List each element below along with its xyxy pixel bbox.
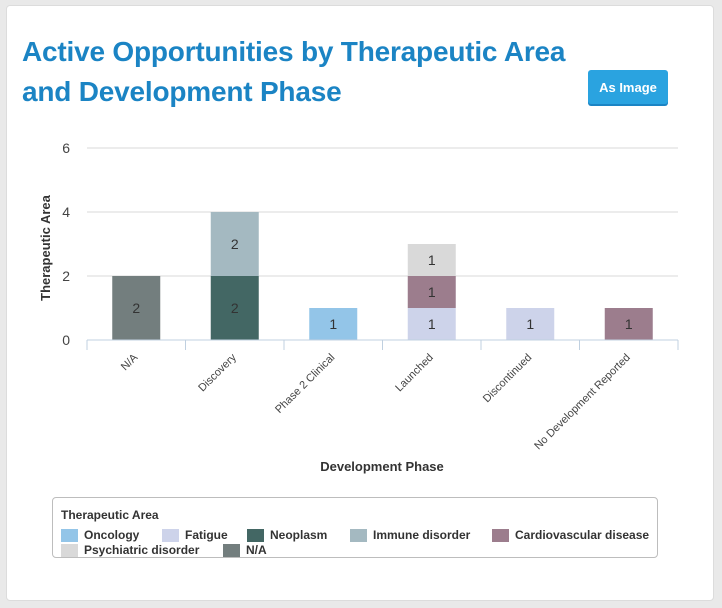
x-tick-label: Phase 2 Clinical (273, 352, 337, 416)
legend-swatch (162, 528, 179, 542)
bar-segment[interactable] (604, 308, 653, 340)
export-as-image-button[interactable]: As Image (588, 70, 668, 104)
data-label: 2 (231, 300, 239, 316)
y-tick-label: 4 (62, 204, 70, 220)
x-tick-label: Launched (393, 352, 436, 395)
page-title: Active Opportunities by Therapeutic Area… (22, 36, 566, 107)
legend-title: Therapeutic Area (61, 508, 159, 522)
data-label: 1 (428, 252, 436, 268)
y-axis-title: Therapeutic Area (38, 194, 53, 300)
legend-label: Psychiatric disorder (84, 543, 200, 557)
legend-swatch (492, 528, 509, 542)
legend-label: Cardiovascular disease (515, 528, 650, 542)
data-label: 2 (132, 300, 140, 316)
y-tick-label: 2 (62, 268, 70, 284)
legend-label: N/A (246, 543, 267, 557)
bar-segment[interactable] (210, 212, 259, 276)
legend-item[interactable]: Cardiovascular disease (492, 528, 649, 542)
data-label: 1 (428, 284, 436, 300)
data-label: 2 (231, 236, 239, 252)
bar-segment[interactable] (506, 308, 555, 340)
legend-label: Immune disorder (373, 528, 471, 542)
data-label: 1 (526, 316, 534, 332)
bar-segment[interactable] (210, 276, 259, 340)
x-tick-label: Discovery (196, 351, 239, 394)
legend-item[interactable]: Neoplasm (247, 528, 327, 542)
legend-swatch (247, 528, 264, 542)
y-tick-label: 6 (62, 140, 70, 156)
legend-item[interactable]: Psychiatric disorder (61, 543, 199, 557)
x-tick-label: Discontinued (481, 352, 534, 405)
legend: Therapeutic Area Oncology Fatigue Neoplasm… (52, 497, 658, 558)
legend-swatch (61, 528, 78, 542)
legend-item[interactable]: Fatigue (162, 528, 228, 542)
data-label: 1 (428, 316, 436, 332)
legend-swatch (350, 528, 367, 542)
legend-item[interactable]: N/A (223, 543, 267, 557)
bar-segment[interactable] (309, 308, 358, 340)
x-tick-label: N/A (119, 351, 141, 373)
bar-segment[interactable] (407, 276, 456, 308)
legend-swatch (223, 543, 240, 557)
bar-segment[interactable] (407, 244, 456, 276)
data-label: 1 (625, 316, 633, 332)
legend-label: Neoplasm (270, 528, 328, 542)
legend-swatch (61, 543, 78, 557)
legend-label: Oncology (84, 528, 140, 542)
legend-item[interactable]: Oncology (61, 528, 139, 542)
x-axis-title: Development Phase (320, 459, 444, 474)
gridlines (87, 147, 678, 277)
bar-segment[interactable] (112, 276, 161, 340)
data-label: 1 (329, 316, 337, 332)
legend-item[interactable]: Immune disorder (350, 528, 470, 542)
bar-segment[interactable] (407, 308, 456, 340)
bars: 2 2 2 1 1 1 1 1 1 (112, 212, 653, 340)
legend-label: Fatigue (185, 528, 228, 542)
x-tick-label: No Development Reported (532, 352, 633, 453)
y-tick-label: 0 (62, 332, 70, 348)
